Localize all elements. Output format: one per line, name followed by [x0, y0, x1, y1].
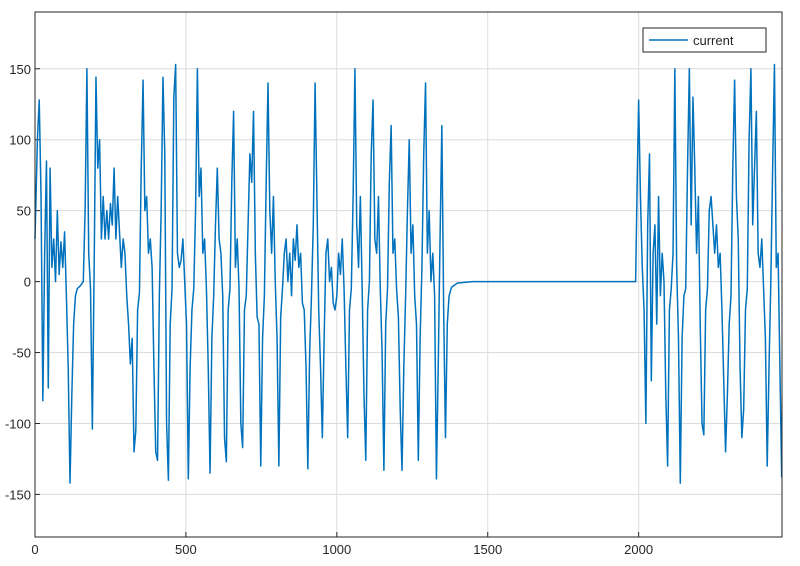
y-tick-label: 50 [17, 204, 31, 219]
x-tick-label: 1000 [322, 542, 351, 557]
y-tick-label: 150 [9, 62, 31, 77]
x-tick-label: 2000 [624, 542, 653, 557]
y-tick-label: 100 [9, 133, 31, 148]
y-tick-label: 0 [24, 275, 31, 290]
y-tick-label: -150 [5, 487, 31, 502]
legend-label: current [693, 33, 734, 48]
legend: current [642, 27, 767, 53]
y-tick-label: -50 [12, 346, 31, 361]
x-tick-label: 0 [31, 542, 38, 557]
y-tick-label: -100 [5, 416, 31, 431]
axes-box [34, 11, 783, 538]
plot-area [35, 12, 782, 537]
line [34, 63, 783, 484]
x-tick-label: 500 [175, 542, 197, 557]
x-tick-label: 1500 [473, 542, 502, 557]
